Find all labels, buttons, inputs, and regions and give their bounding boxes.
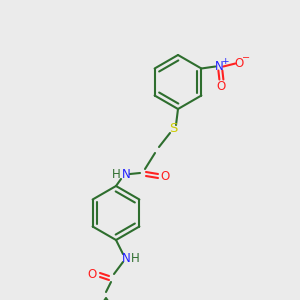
Text: N: N [215,60,224,73]
Text: S: S [169,122,177,136]
Text: N: N [122,251,130,265]
Text: O: O [87,268,97,281]
Text: O: O [217,80,226,93]
Text: −: − [242,53,250,64]
Text: H: H [130,251,140,265]
Text: H: H [112,169,121,182]
Text: O: O [235,57,244,70]
Text: N: N [122,169,130,182]
Text: +: + [220,57,228,66]
Text: O: O [160,169,169,182]
